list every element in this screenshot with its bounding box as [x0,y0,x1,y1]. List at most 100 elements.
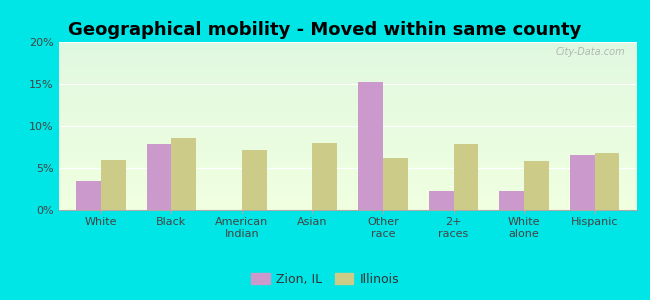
Bar [58,145,637,146]
Text: City-Data.com: City-Data.com [556,47,625,57]
Bar [58,101,637,103]
Bar [58,176,637,178]
Bar [58,205,637,207]
Bar [58,187,637,188]
Bar [58,154,637,156]
Bar [58,121,637,123]
Bar [58,91,637,92]
Bar [58,207,637,208]
Bar [313,143,337,210]
Bar [58,165,637,166]
Bar [58,180,637,182]
Bar [58,62,637,64]
Bar [147,145,172,210]
Bar [58,188,637,190]
Bar [58,114,637,116]
Bar [58,141,637,143]
Bar [58,140,637,141]
Bar [58,57,637,59]
Bar [58,166,637,168]
Bar [58,161,637,163]
Bar [58,129,637,131]
Bar [58,76,637,77]
Bar [58,185,637,187]
Bar [58,104,637,106]
Bar [58,193,637,195]
Bar [58,79,637,81]
Bar [58,64,637,65]
Bar [58,124,637,126]
Bar [58,54,637,56]
Bar [58,99,637,101]
Bar [58,149,637,151]
Bar [58,198,637,200]
Bar [58,56,637,57]
Bar [58,160,637,161]
Bar [172,138,196,210]
Bar [58,170,637,171]
Bar [58,49,637,50]
Bar [58,183,637,185]
Bar [58,118,637,119]
Bar [383,158,408,210]
Bar [58,128,637,129]
Bar [58,67,637,69]
Bar [58,61,637,62]
Bar [58,182,637,183]
Bar [58,151,637,153]
Bar [58,86,637,87]
Bar [58,69,637,70]
Bar [58,123,637,124]
Bar [58,143,637,145]
Bar [58,208,637,210]
Bar [570,155,595,210]
Bar [58,156,637,158]
Bar [58,196,637,198]
Bar [58,112,637,114]
Bar [58,146,637,148]
Bar [58,50,637,52]
Bar [58,111,637,112]
Bar [358,82,383,210]
Bar [58,52,637,54]
Bar [58,116,637,118]
Bar [58,77,637,79]
Bar [58,131,637,133]
Bar [58,42,637,44]
Bar [58,89,637,91]
Bar [101,160,125,210]
Bar [58,70,637,72]
Bar [58,82,637,84]
Bar [58,59,637,61]
Bar [58,47,637,49]
Bar [58,98,637,99]
Bar [499,191,524,210]
Bar [58,92,637,94]
Bar [242,150,266,210]
Bar [58,94,637,96]
Bar [58,190,637,191]
Bar [58,107,637,109]
Bar [58,103,637,104]
Bar [58,168,637,170]
Bar [76,181,101,210]
Bar [58,106,637,107]
Bar [58,158,637,160]
Bar [58,171,637,173]
Bar [58,72,637,74]
Bar [58,87,637,89]
Bar [58,44,637,45]
Bar [58,109,637,111]
Bar [58,195,637,196]
Bar [58,96,637,98]
Legend: Zion, IL, Illinois: Zion, IL, Illinois [246,268,404,291]
Bar [595,153,619,210]
Bar [454,145,478,210]
Bar [58,173,637,175]
Bar [58,200,637,202]
Bar [58,74,637,76]
Bar [58,126,637,128]
Bar [58,191,637,193]
Bar [58,178,637,180]
Bar [58,163,637,165]
